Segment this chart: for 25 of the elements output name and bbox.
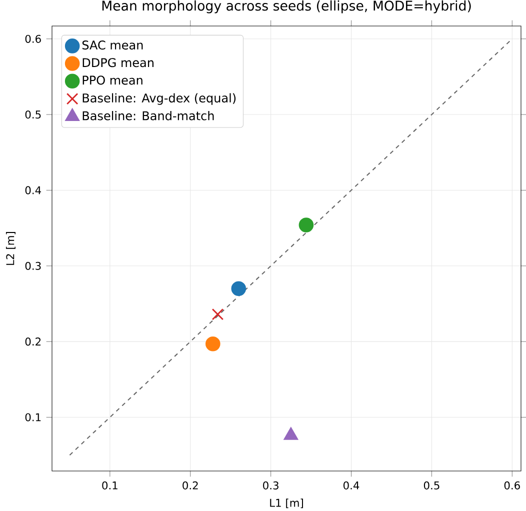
point xyxy=(231,281,246,296)
point xyxy=(284,427,298,440)
x-tick-label: 0.4 xyxy=(343,481,360,490)
x-tick-label: 0.6 xyxy=(504,481,520,490)
legend-label: SAC mean xyxy=(82,40,143,50)
point xyxy=(298,218,314,232)
x-axis-title: L1 [m] xyxy=(270,498,303,508)
x-tick-label: 0.1 xyxy=(102,481,118,490)
y-axis-title: L2 [m] xyxy=(6,232,16,265)
y-tick-label: 0.2 xyxy=(25,338,41,346)
legend-label: PPO mean xyxy=(82,76,142,85)
y-tick-label: 0.6 xyxy=(25,34,41,43)
legend-label: DDPG mean xyxy=(82,58,154,68)
legend-label: Baseline: Band-match xyxy=(82,111,214,120)
x-tick-label: 0.2 xyxy=(182,481,198,490)
point xyxy=(212,308,224,320)
x-tick-label: 0.5 xyxy=(424,481,440,490)
point xyxy=(205,336,220,352)
y-tick-label: 0.4 xyxy=(25,186,42,194)
y-tick-label: 0.5 xyxy=(25,110,41,119)
chart-title: Mean morphology across seeds (ellipse, MODE=hybrid) xyxy=(102,0,471,14)
x-tick-label: 0.3 xyxy=(263,481,278,490)
legend-label: Baseline: Avg-dex (equal) xyxy=(82,93,236,105)
y-tick-label: 0.1 xyxy=(25,413,41,422)
y-tick-label: 0.3 xyxy=(25,262,41,270)
